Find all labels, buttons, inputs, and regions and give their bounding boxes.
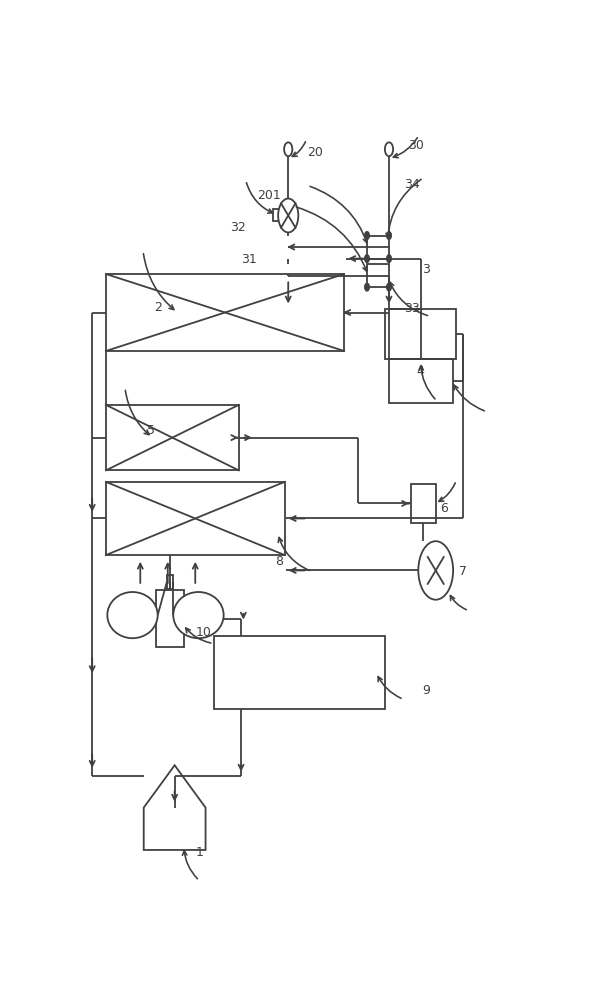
Text: 32: 32	[229, 221, 245, 234]
Text: 6: 6	[440, 502, 448, 515]
Ellipse shape	[173, 592, 223, 638]
Bar	[367, 235, 389, 259]
Bar	[156, 590, 184, 647]
Text: 4: 4	[417, 365, 424, 378]
Text: 5: 5	[147, 424, 155, 437]
Circle shape	[365, 283, 369, 291]
Bar	[213, 636, 385, 709]
Text: 31: 31	[241, 253, 257, 266]
Bar	[389, 359, 453, 403]
Circle shape	[278, 199, 298, 232]
Bar	[167, 575, 173, 589]
Circle shape	[418, 541, 453, 600]
Text: 30: 30	[408, 139, 424, 152]
Text: 9: 9	[422, 684, 430, 698]
Text: 3: 3	[422, 263, 430, 276]
Bar	[106, 405, 239, 470]
Text: 10: 10	[195, 626, 211, 639]
Text: 34: 34	[404, 178, 420, 191]
Text: 7: 7	[459, 565, 467, 578]
Circle shape	[387, 283, 391, 291]
Text: 20: 20	[307, 145, 323, 158]
Text: 2: 2	[154, 301, 162, 314]
Circle shape	[385, 142, 393, 156]
Text: 33: 33	[404, 302, 420, 315]
Text: 8: 8	[275, 555, 284, 568]
Text: 1: 1	[195, 846, 203, 859]
Circle shape	[365, 255, 369, 262]
Circle shape	[387, 232, 391, 239]
Circle shape	[387, 255, 391, 262]
Bar	[106, 274, 344, 351]
Bar	[367, 264, 389, 287]
Bar	[385, 309, 456, 359]
Bar	[106, 482, 285, 555]
Bar	[273, 209, 281, 221]
Circle shape	[365, 232, 369, 239]
Circle shape	[284, 142, 293, 156]
Bar	[411, 484, 436, 523]
Ellipse shape	[108, 592, 158, 638]
Text: 201: 201	[257, 189, 281, 202]
